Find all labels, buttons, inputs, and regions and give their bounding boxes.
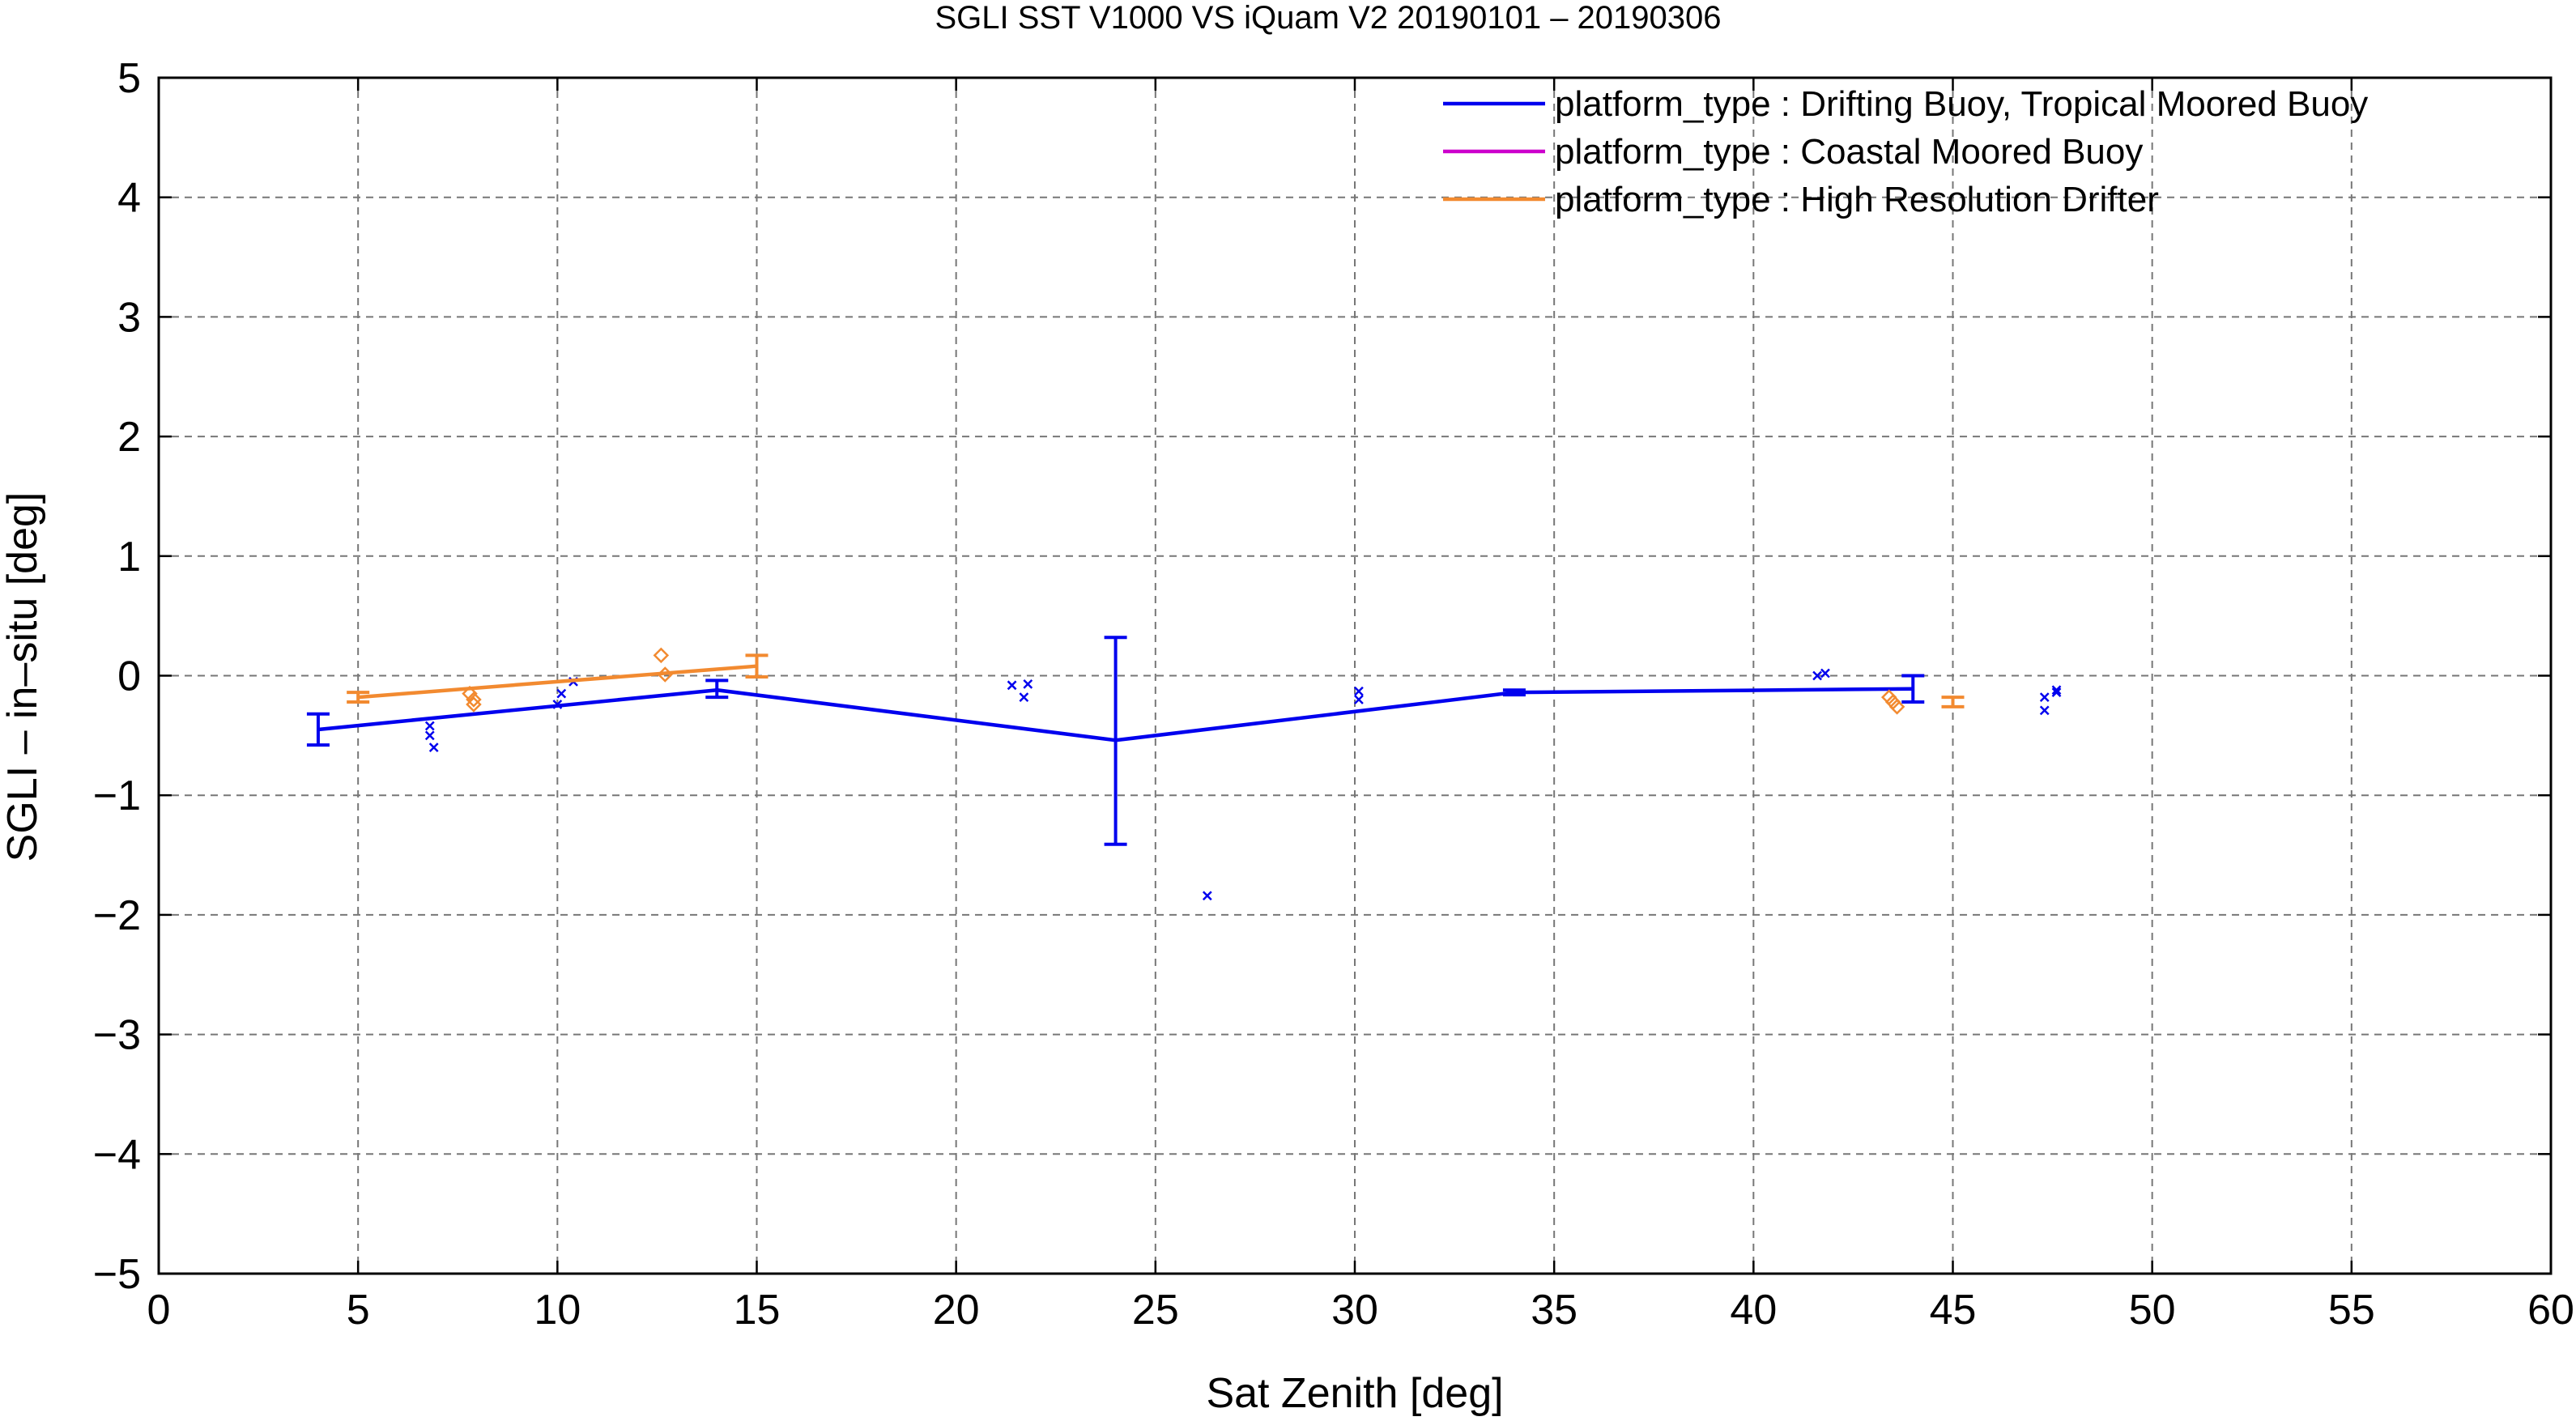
data-point [1820,668,1830,679]
y-tick-label: 2 [117,414,141,461]
data-point [1354,686,1364,696]
data-point [1023,679,1033,689]
x-tick-label: 35 [1531,1287,1578,1334]
x-axis-ticks: 0 5 10 15 20 25 30 35 40 45 50 55 60 [147,78,2574,1334]
series-layer [306,636,2062,901]
data-point [2051,687,2062,698]
data-point [424,730,435,741]
x-tick-label: 45 [1930,1287,1977,1334]
y-tick-label: 0 [117,653,141,700]
y-tick-label: 5 [117,55,141,102]
data-point [1007,680,1017,691]
y-tick-label: −3 [93,1012,141,1059]
y-tick-label: 4 [117,175,141,222]
series-2 [347,647,1965,715]
x-axis-label: Sat Zenith [deg] [1206,1370,1503,1417]
y-tick-label: −1 [93,772,141,819]
legend-label: platform_type : Coastal Moored Buoy [1555,132,2143,172]
y-tick-label: 3 [117,294,141,341]
plot-area-frame [157,76,2553,1275]
y-tick-label: −5 [93,1251,141,1298]
data-point [466,691,482,708]
data-point [424,721,435,731]
x-tick-label: 10 [534,1287,581,1334]
y-tick-label: −2 [93,892,141,939]
x-tick-label: 0 [147,1287,171,1334]
legend-label: platform_type : Drifting Buoy, Tropical … [1555,84,2368,124]
data-point [1019,692,1029,702]
x-tick-label: 5 [347,1287,370,1334]
chart-title: SGLI SST V1000 VS iQuam V2 20190101 – 20… [935,0,1721,36]
series-0 [306,636,2062,901]
y-axis-ticks: −5 −4 −3 −2 −1 0 1 2 3 4 5 [93,55,2551,1298]
grid-lines [159,78,2551,1274]
legend: platform_type : Drifting Buoy, Tropical … [1443,84,2368,219]
legend-label: platform_type : High Resolution Drifter [1555,180,2159,219]
x-tick-label: 20 [933,1287,980,1334]
data-point [1202,891,1212,901]
x-tick-label: 55 [2328,1287,2375,1334]
data-point [1354,695,1364,704]
y-tick-label: −4 [93,1131,141,1178]
data-point [657,666,674,683]
data-point [1888,699,1905,715]
y-tick-label: 1 [117,534,141,581]
x-tick-label: 30 [1331,1287,1378,1334]
data-point [2039,705,2050,716]
data-point [556,688,567,699]
x-tick-label: 25 [1132,1287,1179,1334]
data-point [462,685,478,702]
data-point [552,700,563,709]
x-tick-label: 15 [734,1287,781,1334]
data-point [428,742,439,753]
x-tick-label: 40 [1730,1287,1777,1334]
data-point [2051,685,2062,696]
data-point [1812,670,1822,681]
x-tick-label: 60 [2527,1287,2574,1334]
series-line [357,664,757,700]
y-axis-label: SGLI – in–situ [deg] [0,492,46,862]
x-tick-label: 50 [2129,1287,2176,1334]
data-point [2039,692,2050,702]
data-point [653,647,670,664]
